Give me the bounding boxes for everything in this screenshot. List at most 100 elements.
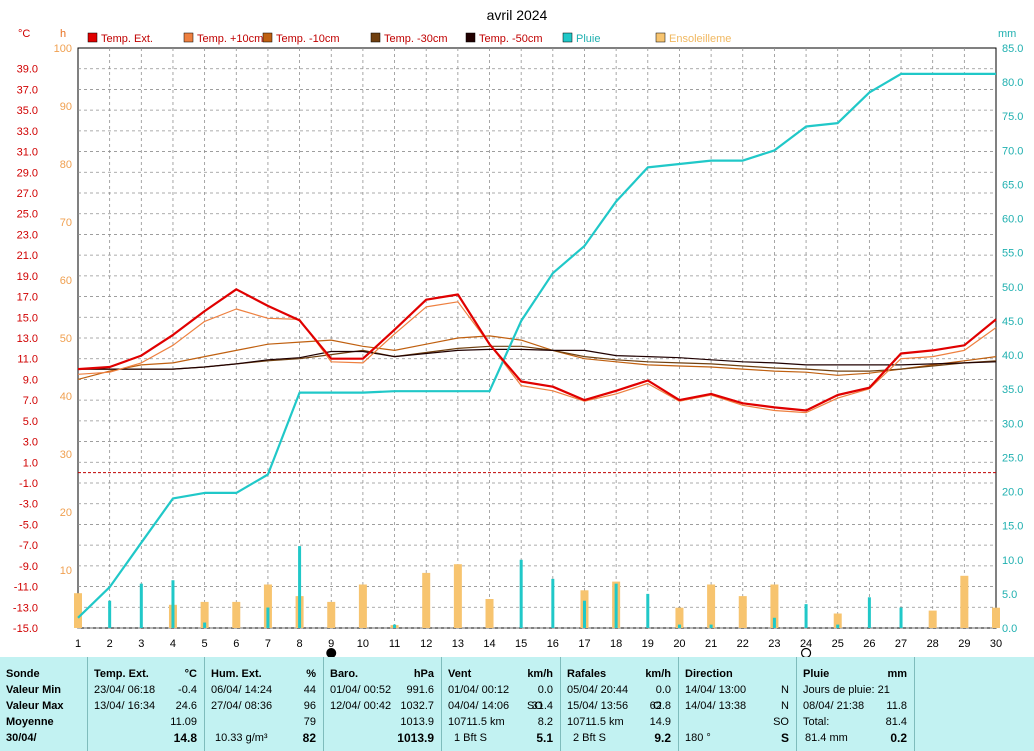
hours-axis-unit: h — [60, 28, 66, 40]
rain-tick-label: 20.0 — [1002, 487, 1023, 499]
rafales-max-value: 62.8 — [649, 700, 671, 712]
temp-tick-label: 21.0 — [17, 250, 38, 262]
column-divider — [914, 657, 915, 751]
pluie-total-mm: 81.4 mm — [805, 732, 848, 744]
hum-absolute-value: 10.33 g/m³ — [215, 732, 268, 744]
hum-ext-title: Hum. Ext. — [211, 668, 262, 680]
series-line-temp-ext- — [77, 288, 997, 412]
daily-rain-bar — [203, 622, 207, 628]
temp-tick-label: 23.0 — [17, 229, 38, 241]
rain-axis-unit: mm — [998, 28, 1016, 40]
row-label-min: Valeur Min — [6, 684, 62, 696]
sunshine-bar — [422, 572, 431, 628]
temp-min-date: 23/04/ 06:18 — [94, 684, 156, 696]
legend-label: Temp. -10cm — [276, 33, 340, 45]
temp-tick-label: 15.0 — [17, 312, 38, 324]
sunshine-bar — [928, 610, 937, 628]
rafales-current-value: 9.2 — [654, 731, 671, 745]
row-label-sonde: Sonde — [6, 668, 40, 680]
legend-label: Temp. +10cm — [197, 33, 263, 45]
x-tick-label: 9 — [328, 638, 334, 650]
x-tick-label: 23 — [768, 638, 780, 650]
temp-tick-label: 9.0 — [23, 374, 38, 386]
rain-tick-label: 5.0 — [1002, 589, 1017, 601]
sunshine-bar — [675, 607, 684, 628]
temp-tick-label: -13.0 — [13, 602, 38, 614]
vent-title: Vent — [448, 668, 472, 680]
x-tick-label: 25 — [832, 638, 844, 650]
baro-max-value: 1032.7 — [400, 700, 434, 712]
daily-rain-bar — [614, 583, 618, 628]
temp-tick-label: -7.0 — [19, 540, 38, 552]
weather-chart: avril 2024 °C h mm Temp. Ext. Temp. +10cm Temp… — [13, 7, 1023, 657]
rain-tick-label: 55.0 — [1002, 248, 1023, 260]
row-label-current: 30/04/ — [6, 732, 37, 744]
sunshine-bar — [263, 584, 272, 628]
rafales-unit: km/h — [645, 668, 671, 680]
hours-tick-label: 60 — [60, 275, 72, 287]
legend-swatch — [262, 32, 273, 43]
column-divider — [796, 657, 797, 751]
chart-title: avril 2024 — [487, 7, 548, 23]
hum-ext-column: Hum. Ext.% 06/04/ 14:24 44 27/04/ 08:36 96… — [205, 657, 322, 751]
rain-tick-label: 10.0 — [1002, 555, 1023, 567]
sunshine-bar — [232, 601, 241, 628]
column-divider — [560, 657, 561, 751]
daily-rain-bar — [867, 597, 871, 628]
hum-current-value: 82 — [302, 731, 316, 745]
rafales-max-date: 15/04/ 13:56 — [567, 700, 629, 712]
hours-tick-label: 70 — [60, 217, 72, 229]
series-line-temp-10cm — [77, 301, 997, 414]
pluie-current-value: 0.2 — [890, 731, 907, 745]
x-tick-label: 11 — [389, 638, 400, 650]
temp-ext-unit: °C — [184, 668, 197, 680]
legend-label: Pluie — [576, 33, 600, 45]
x-tick-label: 14 — [483, 638, 495, 650]
direction-column: Direction 14/04/ 13:00 N 14/04/ 13:38 N SO… — [679, 657, 795, 751]
baro-avg-value: 1013.9 — [400, 716, 434, 728]
vent-max-value: 31.4 — [531, 700, 553, 712]
hours-tick-label: 90 — [60, 101, 72, 113]
x-tick-label: 30 — [990, 638, 1002, 650]
daily-rain-bar — [772, 617, 776, 628]
temp-tick-label: 37.0 — [17, 84, 38, 96]
pluie-total-value: 81.4 — [885, 716, 907, 728]
baro-min-value: 991.6 — [406, 684, 434, 696]
sunshine-bar — [833, 613, 842, 628]
temp-tick-label: 19.0 — [17, 271, 38, 283]
legend-swatch — [655, 32, 666, 43]
temp-tick-label: 13.0 — [17, 333, 38, 345]
x-tick-label: 26 — [863, 638, 875, 650]
x-tick-label: 22 — [737, 638, 749, 650]
sunshine-bar — [200, 601, 209, 628]
x-tick-label: 28 — [927, 638, 939, 650]
hours-tick-label: 100 — [54, 43, 72, 55]
hum-max-date: 27/04/ 08:36 — [211, 700, 273, 712]
x-tick-label: 8 — [297, 638, 303, 650]
x-tick-label: 27 — [895, 638, 907, 650]
legend-label: Ensoleilleme — [669, 33, 731, 45]
temp-tick-label: -1.0 — [19, 478, 38, 490]
pluie-title: Pluie — [803, 668, 830, 680]
daily-rain-bar — [171, 580, 175, 628]
daily-rain-bar — [139, 583, 143, 628]
pluie-max-date: 08/04/ 21:38 — [803, 700, 865, 712]
daily-rain-bar — [709, 624, 713, 628]
vent-max-date: 04/04/ 14:06 — [448, 700, 510, 712]
x-tick-label: 12 — [420, 638, 432, 650]
legend-label: Temp. -30cm — [384, 33, 448, 45]
temp-tick-label: 11.0 — [17, 354, 38, 366]
rain-tick-label: 60.0 — [1002, 214, 1023, 226]
rain-tick-label: 75.0 — [1002, 111, 1023, 123]
rafales-beaufort: 2 Bft S — [573, 732, 607, 744]
hum-max-value: 96 — [303, 700, 316, 712]
temp-tick-label: -5.0 — [19, 519, 38, 531]
x-tick-label: 29 — [958, 638, 970, 650]
sunshine-bar — [960, 575, 969, 628]
rain-tick-label: 80.0 — [1002, 77, 1023, 89]
rafales-min-value: 0.0 — [655, 684, 671, 696]
hours-tick-label: 10 — [60, 565, 72, 577]
rafales-column: Rafales km/h 05/04/ 20:44 0.0 15/04/ 13:56… — [561, 657, 677, 751]
direction-title: Direction — [685, 668, 733, 680]
temp-current-value: 14.8 — [173, 731, 197, 745]
